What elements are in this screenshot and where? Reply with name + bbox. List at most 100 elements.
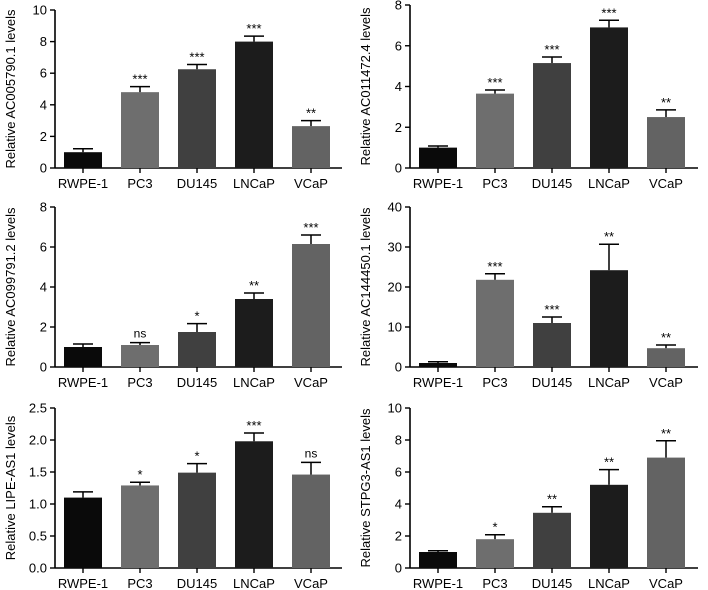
significance-label: **: [661, 330, 671, 345]
bar-rwpe-1: [419, 147, 457, 168]
y-axis-title: Relative AC144450.1 levels: [358, 207, 373, 366]
significance-label: **: [306, 106, 316, 121]
bar-pc3: [476, 279, 514, 367]
y-tick-label: 4: [40, 280, 47, 295]
y-tick-label: 4: [395, 79, 402, 94]
x-tick-label: DU145: [177, 176, 217, 191]
y-tick-label: 10: [33, 3, 47, 18]
x-tick-label: PC3: [482, 375, 507, 390]
x-tick-label: RWPE-1: [58, 576, 108, 590]
x-tick-label: RWPE-1: [413, 576, 463, 590]
x-tick-label: VCaP: [294, 375, 328, 390]
significance-label: ***: [189, 50, 204, 65]
chart-panel-5: 0.0 0.5 1.0 1.5 2.0 2.5 Relative LIPE-AS1 leve…: [3, 401, 342, 590]
x-tick-label: DU145: [532, 375, 572, 390]
chart-panel-1: 0 2 4 6 8 10 Relative AC005790.1 levels RWPE-1 *…: [3, 3, 342, 191]
bar-vcap: [292, 126, 330, 168]
significance-label: *: [137, 467, 142, 482]
bar-du145: [178, 472, 216, 568]
bar-vcap: [647, 117, 685, 168]
x-tick-label: RWPE-1: [58, 375, 108, 390]
bar-du145: [533, 63, 571, 168]
significance-label: **: [604, 229, 614, 244]
bar-rwpe-1: [419, 552, 457, 568]
bar-vcap: [647, 348, 685, 367]
y-tick-label: 2: [40, 320, 47, 335]
y-tick-label: 0: [395, 561, 402, 576]
x-tick-label: DU145: [532, 176, 572, 191]
y-axis-title: Relative LIPE-AS1 levels: [3, 415, 18, 560]
significance-label: *: [492, 520, 497, 535]
bar-pc3: [476, 93, 514, 168]
y-tick-label: 0: [395, 360, 402, 375]
x-tick-label: DU145: [177, 576, 217, 590]
bar-lncap: [590, 484, 628, 568]
chart-panel-6: 0 2 4 6 8 10 Relative STPG3-AS1 levels RWPE-1 * P…: [358, 401, 698, 590]
y-axis-title: Relative AC011472.4 levels: [358, 7, 373, 166]
bar-pc3: [121, 92, 159, 168]
x-tick-label: LNCaP: [588, 176, 630, 191]
y-tick-label: 6: [40, 66, 47, 81]
y-tick-label: 2: [395, 120, 402, 135]
bar-du145: [178, 69, 216, 168]
x-tick-label: LNCaP: [233, 375, 275, 390]
bar-pc3: [121, 345, 159, 367]
x-tick-label: DU145: [177, 375, 217, 390]
y-tick-label: 40: [388, 200, 402, 215]
significance-label: ***: [246, 418, 261, 433]
significance-label: **: [547, 492, 557, 507]
x-tick-label: PC3: [127, 576, 152, 590]
y-tick-label: 10: [388, 320, 402, 335]
y-tick-label: 2.5: [29, 401, 47, 416]
y-tick-label: 30: [388, 240, 402, 255]
y-tick-label: 8: [395, 433, 402, 448]
significance-label: ***: [303, 220, 318, 235]
x-tick-label: VCaP: [649, 176, 683, 191]
chart-panel-3: 0 2 4 6 8 Relative AC099791.2 levels RWPE-1 ns P…: [3, 200, 342, 390]
bar-rwpe-1: [64, 497, 102, 568]
bar-du145: [533, 512, 571, 568]
y-tick-label: 6: [395, 465, 402, 480]
y-tick-label: 6: [395, 38, 402, 53]
y-axis-title: Relative AC005790.1 levels: [3, 9, 18, 168]
y-tick-label: 4: [395, 497, 402, 512]
y-tick-label: 8: [395, 0, 402, 13]
bar-pc3: [476, 539, 514, 568]
y-tick-label: 1.0: [29, 497, 47, 512]
x-tick-label: PC3: [127, 176, 152, 191]
significance-label: ***: [487, 259, 502, 274]
y-tick-label: 10: [388, 401, 402, 416]
bar-lncap: [235, 441, 273, 568]
x-tick-label: LNCaP: [233, 176, 275, 191]
y-tick-label: 1.5: [29, 465, 47, 480]
significance-label: ns: [134, 327, 147, 341]
x-tick-label: VCaP: [649, 576, 683, 590]
bar-rwpe-1: [64, 347, 102, 367]
x-tick-label: LNCaP: [588, 375, 630, 390]
x-tick-label: RWPE-1: [58, 176, 108, 191]
y-tick-label: 0.5: [29, 529, 47, 544]
significance-label: *: [194, 449, 199, 464]
x-tick-label: LNCaP: [588, 576, 630, 590]
x-tick-label: PC3: [482, 176, 507, 191]
significance-label: ***: [601, 5, 616, 20]
significance-label: ***: [487, 75, 502, 90]
y-axis-title: Relative AC099791.2 levels: [3, 207, 18, 366]
x-tick-label: PC3: [127, 375, 152, 390]
bar-lncap: [590, 27, 628, 168]
y-axis-title: Relative STPG3-AS1 levels: [358, 408, 373, 567]
significance-label: ***: [132, 72, 147, 87]
bar-lncap: [235, 299, 273, 367]
x-tick-label: RWPE-1: [413, 375, 463, 390]
y-tick-label: 0: [40, 360, 47, 375]
bar-lncap: [590, 270, 628, 367]
x-tick-label: PC3: [482, 576, 507, 590]
bar-rwpe-1: [419, 363, 457, 367]
x-tick-label: RWPE-1: [413, 176, 463, 191]
significance-label: ***: [246, 21, 261, 36]
y-tick-label: 4: [40, 97, 47, 112]
significance-label: *: [194, 309, 199, 324]
y-tick-label: 0: [40, 161, 47, 176]
